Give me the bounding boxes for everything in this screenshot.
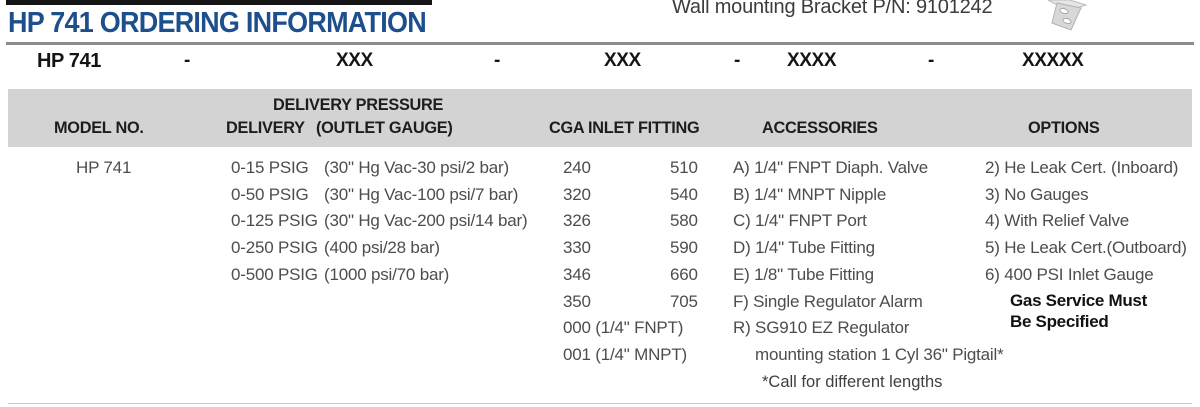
cga-value: 590 — [670, 238, 698, 258]
cga-value: 320 — [563, 184, 591, 204]
cga-value: 510 — [670, 158, 698, 177]
cga-value: 346 — [563, 264, 591, 284]
outlet-gauge-value: (30" Hg Vac-30 psi/2 bar) — [324, 158, 509, 177]
delivery-value: 0-15 PSIG — [231, 158, 309, 177]
column-delivery: 0-15 PSIG 0-50 PSIG 0-125 PSIG 0-250 PSI… — [231, 155, 318, 289]
option-item: 4) With Relief Valve — [985, 211, 1130, 231]
column-model-no: HP 741 — [76, 155, 131, 182]
delivery-value: 0-50 PSIG — [231, 184, 309, 204]
cga-value: 580 — [670, 211, 698, 231]
accessory-item: C) 1/4" FNPT Port — [733, 211, 867, 231]
accessory-item-continuation: mounting station 1 Cyl 36" Pigtail* — [755, 344, 1004, 364]
option-item: 3) No Gauges — [985, 184, 1089, 204]
bottom-divider — [8, 403, 1192, 404]
accessory-item: B) 1/4" MNPT Nipple — [733, 184, 887, 204]
cga-value: 326 — [563, 211, 591, 231]
wall-bracket-note: Wall mounting Bracket P/N: 9101242 — [672, 0, 993, 18]
part-number-dash-1: - — [184, 50, 190, 71]
wall-bracket-icon — [1040, 0, 1094, 37]
column-accessories: A) 1/4" FNPT Diaph. Valve B) 1/4" MNPT N… — [733, 155, 1004, 395]
column-cga-1: 240 320 326 330 346 350 000 (1/4" FNPT) … — [563, 155, 687, 369]
cga-value: 000 (1/4" FNPT) — [563, 318, 684, 338]
page-title: HP 741 ORDERING INFORMATION — [8, 7, 427, 39]
column-cga-2: 510 540 580 590 660 705 — [670, 155, 698, 315]
column-outlet-gauge: (30" Hg Vac-30 psi/2 bar) (30" Hg Vac-10… — [324, 155, 528, 289]
part-number-model: HP 741 — [37, 50, 101, 72]
part-number-dash-2: - — [494, 50, 500, 71]
header-options: OPTIONS — [1028, 118, 1100, 137]
outlet-gauge-value: (400 psi/28 bar) — [324, 238, 440, 258]
cga-value: 001 (1/4" MNPT) — [563, 344, 687, 364]
gas-service-note: Gas Service Must Be Specified — [1010, 291, 1147, 332]
gas-service-note-line2: Be Specified — [1010, 311, 1109, 331]
part-number-xxx-1: XXX — [336, 50, 373, 71]
part-number-dash-3: - — [734, 50, 740, 71]
accessory-item: R) SG910 EZ Regulator — [733, 318, 910, 338]
header-accessories: ACCESSORIES — [762, 118, 878, 137]
cga-value: 540 — [670, 184, 698, 204]
part-number-xxx-2: XXX — [604, 50, 641, 71]
part-number-xxxxx: XXXXX — [1022, 50, 1084, 71]
top-black-bar — [6, 0, 432, 5]
cga-value: 660 — [670, 264, 698, 284]
header-delivery: DELIVERY — [226, 118, 305, 137]
cga-value: 240 — [563, 158, 591, 177]
accessory-item: F) Single Regulator Alarm — [733, 291, 923, 311]
part-number-dash-4: - — [928, 50, 934, 71]
outlet-gauge-value: (30" Hg Vac-100 psi/7 bar) — [324, 184, 519, 204]
gas-service-note-line1: Gas Service Must — [1010, 291, 1147, 310]
accessory-item: E) 1/8" Tube Fitting — [733, 264, 874, 284]
accessories-footnote: *Call for different lengths — [762, 372, 943, 391]
cga-value: 350 — [563, 291, 591, 311]
model-no-value: HP 741 — [76, 158, 132, 177]
header-delivery-pressure: DELIVERY PRESSURE — [273, 95, 444, 114]
column-header-band — [8, 89, 1192, 147]
title-divider — [6, 42, 1194, 45]
cga-value: 705 — [670, 291, 698, 311]
accessory-item: D) 1/4" Tube Fitting — [733, 238, 875, 258]
delivery-value: 0-250 PSIG — [231, 238, 318, 258]
delivery-value: 0-500 PSIG — [231, 264, 318, 284]
delivery-value: 0-125 PSIG — [231, 211, 318, 231]
header-model-no: MODEL NO. — [54, 118, 144, 137]
outlet-gauge-value: (30" Hg Vac-200 psi/14 bar) — [324, 211, 528, 231]
part-number-xxxx: XXXX — [787, 50, 837, 71]
column-options: 2) He Leak Cert. (Inboard) 3) No Gauges … — [985, 155, 1187, 289]
option-item: 5) He Leak Cert.(Outboard) — [985, 238, 1187, 258]
outlet-gauge-value: (1000 psi/70 bar) — [324, 264, 450, 284]
header-outlet-gauge: (OUTLET GAUGE) — [316, 118, 453, 137]
option-item: 6) 400 PSI Inlet Gauge — [985, 264, 1154, 284]
cga-value: 330 — [563, 238, 591, 258]
option-item: 2) He Leak Cert. (Inboard) — [985, 158, 1179, 177]
accessory-item: A) 1/4" FNPT Diaph. Valve — [733, 158, 929, 177]
header-cga-inlet-fitting: CGA INLET FITTING — [549, 118, 700, 137]
